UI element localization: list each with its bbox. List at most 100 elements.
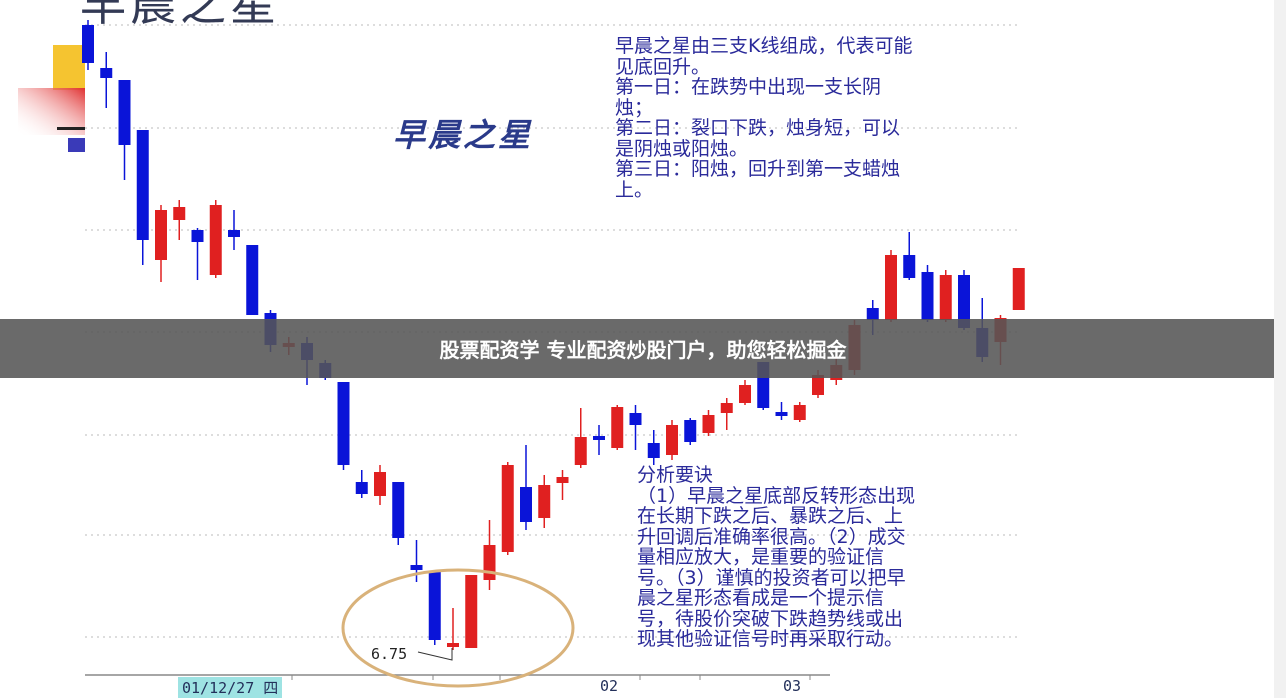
analysis-notes: 分析要诀 （1）早晨之星底部反转形态出现 在长期下跌之后、暴跌之后、上 升回调后… [637, 464, 916, 650]
candle-down [593, 425, 605, 455]
candle-body [355, 482, 368, 494]
candle-body [720, 403, 733, 413]
candle-down [647, 430, 660, 465]
pattern-description: 早晨之星由三支K线组成，代表可能 见底回升。 第一日：在跌势中出现一支长阴 烛；… [615, 35, 913, 201]
candle-down [228, 210, 240, 250]
candle-body [939, 275, 952, 320]
candle-body [82, 25, 94, 63]
candle-body [921, 272, 934, 320]
yellow-block [53, 45, 85, 90]
candle-down [684, 418, 697, 445]
left-decoration [18, 45, 85, 152]
candle-body [374, 472, 386, 496]
candle-body [155, 210, 167, 260]
promo-banner[interactable]: 股票配资学 专业配资炒股门户，助您轻松掘金 [0, 319, 1286, 378]
candle-up [483, 520, 496, 590]
candle-body [1012, 268, 1025, 310]
candle-down [337, 382, 350, 470]
candle-down [629, 405, 642, 450]
candle-down [392, 482, 405, 545]
candle-body [538, 485, 551, 518]
candle-up [793, 402, 806, 422]
candle-up [173, 200, 186, 240]
candle-down [100, 52, 113, 108]
figure-label: 早晨之星 [393, 116, 534, 154]
candle-body [191, 230, 204, 242]
candle-body [118, 80, 131, 145]
candle-up [209, 200, 222, 278]
candle-down [246, 245, 259, 315]
candle-down [82, 20, 94, 70]
candle-body [483, 545, 496, 580]
candle-body [739, 385, 751, 403]
candle-body [428, 572, 441, 640]
candle-down [775, 402, 788, 420]
morning-star-highlight-ellipse [341, 568, 575, 688]
candle-body [100, 68, 113, 78]
candle-body [866, 308, 879, 320]
candle-down [520, 445, 532, 530]
candle-up [1012, 268, 1025, 310]
banner-text: 股票配资学 专业配资炒股门户，助您轻松掘金 [439, 338, 847, 362]
candle-body [173, 207, 186, 220]
candle-body [593, 436, 605, 440]
blue-square [68, 138, 85, 152]
candle-body [684, 420, 697, 442]
candle-down [903, 232, 916, 280]
candle-body [629, 413, 642, 425]
candle-up [702, 410, 715, 436]
candle-body [775, 412, 788, 416]
candle-body [903, 255, 916, 278]
candle-body [885, 255, 897, 320]
candle-up [939, 270, 952, 322]
slide-title: 早晨之星 [80, 0, 280, 31]
candle-up [501, 462, 514, 555]
candle-down [355, 470, 368, 498]
candle-body [209, 205, 222, 275]
candle-up [465, 575, 478, 648]
candle-up [739, 380, 751, 405]
candle-body [136, 130, 149, 240]
candle-body [793, 405, 806, 420]
candle-body [447, 643, 459, 647]
candle-body [574, 437, 587, 465]
scrollbar[interactable] [1274, 0, 1286, 698]
candle-body [958, 275, 970, 328]
candle-down [118, 80, 131, 180]
candle-down [921, 265, 934, 322]
candle-up [538, 475, 551, 528]
candle-down [191, 228, 204, 280]
candle-up [611, 405, 624, 450]
candle-body [611, 407, 624, 448]
candle-up [574, 408, 587, 468]
candle-body [556, 477, 569, 483]
candle-body [812, 375, 824, 395]
black-bar [57, 127, 85, 130]
candle-up [556, 470, 569, 500]
x-tick-label-03: 03 [783, 677, 802, 695]
candle-down [136, 130, 149, 265]
candle-up [885, 250, 897, 322]
x-tick-label-02: 02 [600, 677, 619, 695]
candle-up [155, 205, 167, 282]
candle-up [447, 608, 459, 650]
candle-body [228, 230, 240, 237]
x-tick-label-date: 01/12/27 四 [178, 677, 283, 698]
low-pointer-line [417, 648, 453, 661]
candle-body [337, 382, 350, 465]
candle-body [647, 443, 660, 458]
candle-body [410, 565, 423, 570]
x-axis-ticks [291, 675, 811, 680]
candle-body [702, 415, 715, 433]
candle-body [246, 245, 259, 315]
candle-up [666, 420, 678, 460]
candle-body [520, 487, 532, 522]
candle-up [720, 398, 733, 430]
candle-body [501, 465, 514, 552]
candle-body [465, 575, 478, 648]
candle-up [374, 465, 386, 505]
low-price-label: 6.75 [371, 645, 408, 663]
candle-body [666, 425, 678, 455]
candles [82, 20, 1025, 650]
